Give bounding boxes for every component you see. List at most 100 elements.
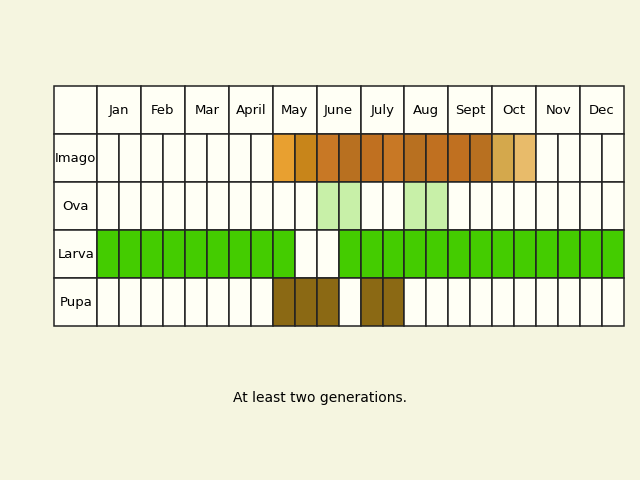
Bar — [449, 134, 470, 182]
Bar — [97, 278, 119, 326]
Bar — [470, 182, 492, 230]
Bar — [536, 182, 558, 230]
Bar — [251, 230, 273, 278]
Bar — [119, 278, 141, 326]
Bar — [404, 230, 426, 278]
Bar — [141, 182, 163, 230]
Bar — [426, 182, 449, 230]
Text: Larva: Larva — [58, 248, 94, 261]
Bar — [492, 86, 536, 134]
Bar — [97, 182, 119, 230]
Bar — [251, 182, 273, 230]
Text: Imago: Imago — [55, 152, 97, 165]
Bar — [470, 278, 492, 326]
Text: May: May — [281, 104, 308, 117]
Bar — [580, 230, 602, 278]
Bar — [360, 86, 404, 134]
Bar — [207, 230, 229, 278]
Bar — [470, 134, 492, 182]
Bar — [514, 230, 536, 278]
Text: Dec: Dec — [589, 104, 615, 117]
Bar — [602, 230, 624, 278]
Bar — [449, 182, 470, 230]
Bar — [558, 182, 580, 230]
Bar — [163, 182, 185, 230]
Bar — [251, 278, 273, 326]
Bar — [317, 278, 339, 326]
Text: Jan: Jan — [109, 104, 129, 117]
Bar — [602, 182, 624, 230]
Bar — [97, 86, 141, 134]
Bar — [54, 278, 97, 326]
Bar — [580, 278, 602, 326]
Bar — [360, 230, 383, 278]
Bar — [514, 182, 536, 230]
Bar — [383, 278, 404, 326]
Bar — [317, 182, 339, 230]
Bar — [602, 134, 624, 182]
Bar — [383, 230, 404, 278]
Bar — [558, 278, 580, 326]
Bar — [163, 278, 185, 326]
Bar — [360, 182, 383, 230]
Bar — [141, 134, 163, 182]
Text: July: July — [371, 104, 394, 117]
Text: Mar: Mar — [195, 104, 220, 117]
Bar — [54, 86, 97, 134]
Bar — [580, 182, 602, 230]
Bar — [294, 278, 317, 326]
Text: At least two generations.: At least two generations. — [233, 391, 407, 406]
Bar — [339, 230, 360, 278]
Bar — [514, 134, 536, 182]
Text: Aug: Aug — [413, 104, 440, 117]
Text: Sept: Sept — [455, 104, 486, 117]
Bar — [492, 182, 514, 230]
Text: June: June — [324, 104, 353, 117]
Bar — [185, 278, 207, 326]
Bar — [54, 182, 97, 230]
Bar — [449, 86, 492, 134]
Bar — [360, 278, 383, 326]
Bar — [273, 230, 294, 278]
Bar — [492, 134, 514, 182]
Bar — [163, 230, 185, 278]
Bar — [317, 230, 339, 278]
Bar — [558, 134, 580, 182]
Bar — [339, 278, 360, 326]
Text: Pupa: Pupa — [60, 296, 92, 309]
Bar — [426, 134, 449, 182]
Bar — [251, 134, 273, 182]
Text: Nov: Nov — [545, 104, 571, 117]
Bar — [404, 182, 426, 230]
Text: April: April — [236, 104, 266, 117]
Bar — [97, 230, 119, 278]
Bar — [339, 182, 360, 230]
Bar — [119, 134, 141, 182]
Text: Ova: Ova — [63, 200, 89, 213]
Bar — [339, 134, 360, 182]
Bar — [317, 134, 339, 182]
Bar — [229, 230, 251, 278]
Bar — [141, 230, 163, 278]
Bar — [141, 278, 163, 326]
Bar — [514, 278, 536, 326]
Bar — [426, 230, 449, 278]
Text: Feb: Feb — [151, 104, 175, 117]
Bar — [470, 230, 492, 278]
Bar — [492, 278, 514, 326]
Bar — [294, 182, 317, 230]
Bar — [426, 278, 449, 326]
Bar — [536, 134, 558, 182]
Bar — [602, 278, 624, 326]
Bar — [383, 134, 404, 182]
Bar — [294, 134, 317, 182]
Bar — [360, 134, 383, 182]
Bar — [404, 278, 426, 326]
Bar — [383, 182, 404, 230]
Bar — [536, 86, 580, 134]
Bar — [54, 230, 97, 278]
Bar — [404, 86, 449, 134]
Bar — [273, 134, 294, 182]
Bar — [54, 134, 97, 182]
Bar — [163, 134, 185, 182]
